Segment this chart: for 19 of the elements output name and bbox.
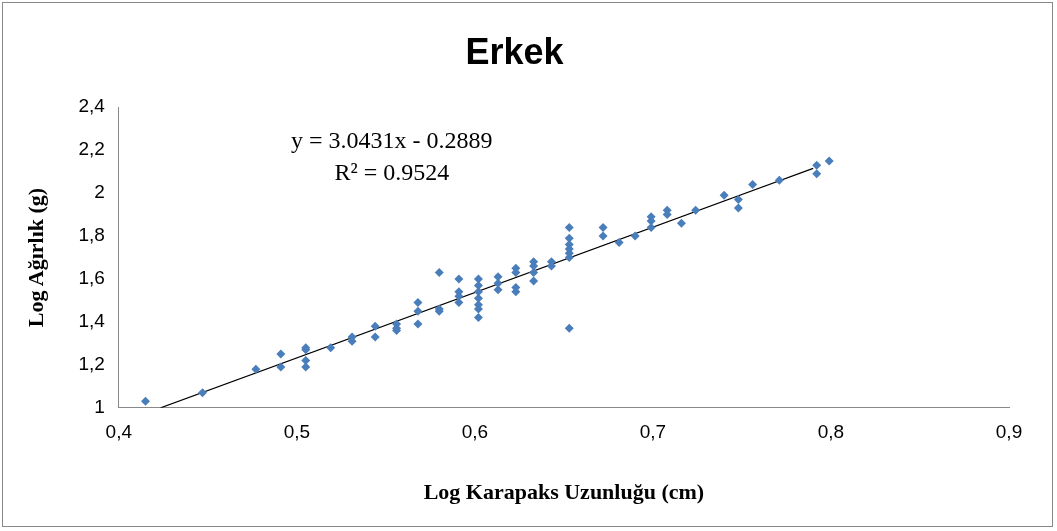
y-tick-label: 2,4	[78, 95, 106, 117]
annotation: y = 3.0431x - 0.2889	[291, 127, 493, 154]
x-tick-label: 0,4	[105, 421, 133, 443]
x-tick-label: 0,9	[995, 421, 1023, 443]
x-axis-title: Log Karapaks Uzunluğu (cm)	[423, 479, 705, 505]
y-tick-label: 2,2	[78, 138, 105, 160]
y-tick-label: 1,4	[78, 310, 106, 332]
y-tick-label: 1,8	[78, 224, 105, 246]
x-tick-label: 0,8	[817, 421, 845, 443]
y-tick-label: 2	[94, 181, 105, 203]
x-tick-label: 0,5	[283, 421, 311, 443]
x-tick-label: 0,6	[461, 421, 489, 443]
y-tick-label: 1,6	[78, 267, 105, 289]
y-tick-label: 1,2	[78, 353, 105, 375]
y-axis-title: Log Ağırlık (g)	[22, 187, 48, 328]
annotation: R² = 0.9524	[334, 159, 450, 186]
x-tick-label: 0,7	[639, 421, 667, 443]
y-tick-label: 1	[94, 396, 105, 418]
chart-title: Erkek	[465, 30, 565, 72]
